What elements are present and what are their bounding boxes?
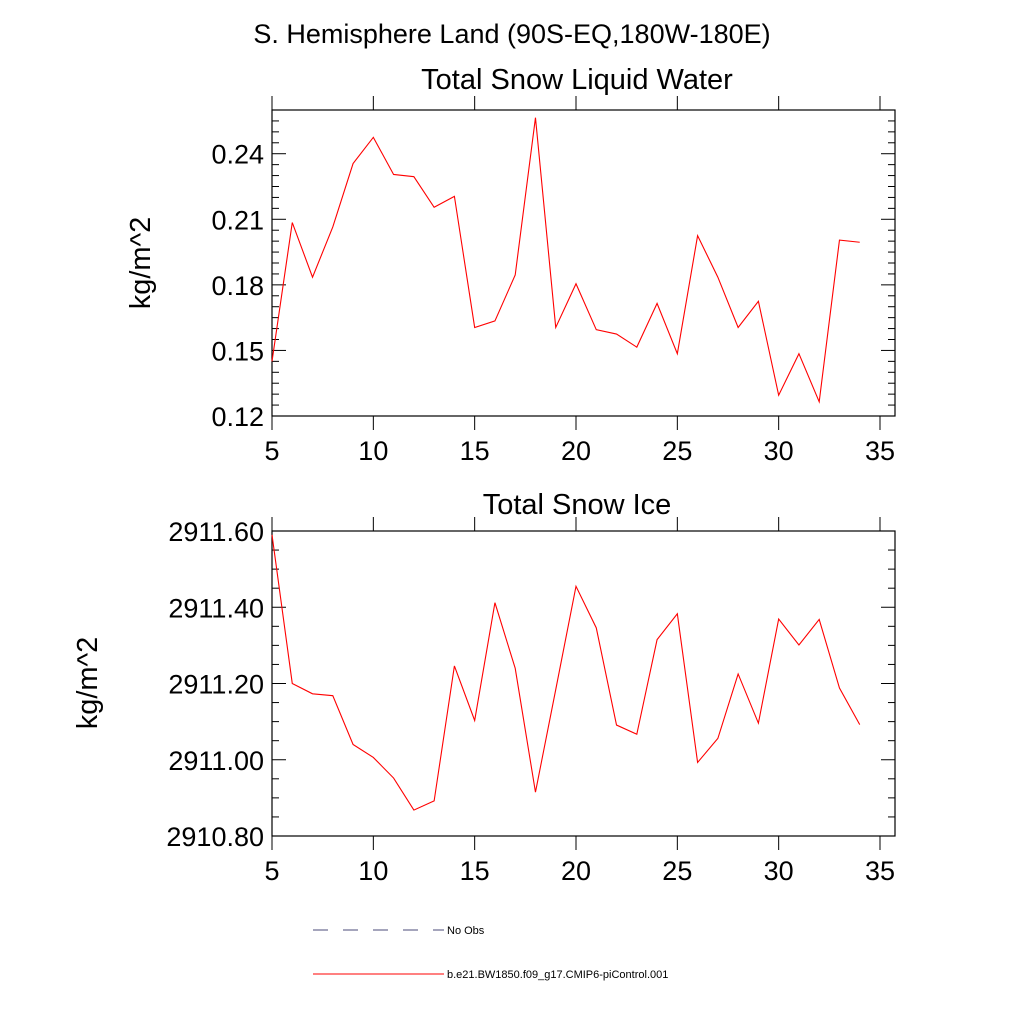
y-tick-label: 0.21 — [211, 205, 264, 235]
x-tick-label: 15 — [460, 436, 490, 466]
x-tick-label: 30 — [764, 856, 794, 886]
y-tick-label: 2911.60 — [168, 517, 264, 547]
y-tick-label: 0.24 — [211, 140, 264, 170]
x-tick-label: 10 — [358, 856, 388, 886]
y-tick-label: 2910.80 — [166, 822, 264, 852]
plot-frame — [271, 109, 896, 417]
x-tick-label: 25 — [662, 856, 692, 886]
x-tick-label: 5 — [264, 436, 279, 466]
x-tick-label: 35 — [865, 436, 895, 466]
panel-snow-ice: Total Snow Ice kg/m^2 5 10 15 20 25 30 35 2910.… — [72, 489, 896, 886]
x-tick-label: 30 — [764, 436, 794, 466]
x-tick-label: 5 — [264, 856, 279, 886]
y-axis-label-snow-liquid-water: kg/m^2 — [125, 217, 157, 310]
panel-title-snow-ice: Total Snow Ice — [483, 489, 672, 521]
series-line — [271, 117, 860, 404]
legend-model-label: b.e21.BW1850.f09_g17.CMIP6-piControl.001 — [447, 969, 668, 981]
plot-frame — [271, 530, 896, 837]
legend: No Obs b.e21.BW1850.f09_g17.CMIP6-piCont… — [313, 925, 668, 981]
legend-no-obs-label: No Obs — [447, 925, 485, 937]
panel-snow-liquid-water: Total Snow Liquid Water kg/m^2 5 10 15 20 25… — [125, 64, 896, 466]
series-line — [271, 534, 861, 811]
y-tick-label: 2911.40 — [168, 593, 264, 623]
y-tick-label: 0.12 — [211, 402, 264, 432]
x-tick-label: 15 — [460, 856, 490, 886]
x-tick-label: 35 — [865, 856, 895, 886]
x-tick-label: 20 — [561, 436, 591, 466]
x-tick-label: 25 — [662, 436, 692, 466]
y-axis-label-snow-ice: kg/m^2 — [72, 637, 104, 730]
y-tick-label: 2911.20 — [168, 670, 264, 700]
x-tick-label: 10 — [358, 436, 388, 466]
panel-title-snow-liquid-water: Total Snow Liquid Water — [421, 64, 733, 96]
x-tick-label: 20 — [561, 856, 591, 886]
y-tick-label: 0.18 — [211, 271, 264, 301]
y-tick-label: 0.15 — [211, 336, 264, 366]
y-tick-label: 2911.00 — [168, 746, 264, 776]
figure-title: S. Hemisphere Land (90S-EQ,180W-180E) — [253, 19, 770, 49]
